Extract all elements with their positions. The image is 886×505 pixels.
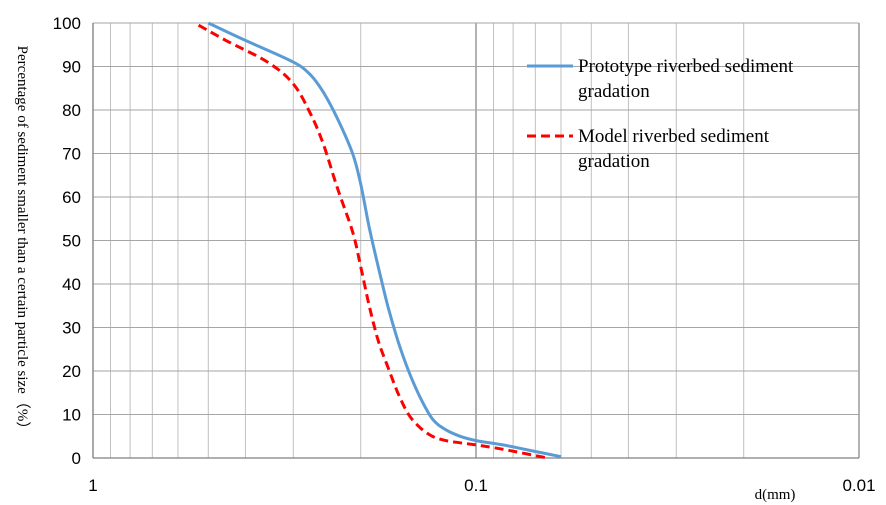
x-tick-label: 0.1: [464, 476, 488, 495]
legend-label-line: Prototype riverbed sediment: [578, 56, 794, 77]
axes: [92, 23, 859, 459]
legend-label-model: Model riverbed sediment gradation: [578, 126, 770, 172]
model-series-line: [197, 23, 548, 460]
tick-labels: 0 10 20 30 40 50 60 70 80 90 100 1 0.1 0.01: [53, 14, 876, 495]
prototype-series-line: [207, 21, 562, 459]
y-tick-label: 70: [62, 145, 81, 164]
legend: Prototype riverbed sediment gradationMode…: [527, 56, 794, 172]
y-tick-label: 20: [62, 362, 81, 381]
series-lines: [197, 21, 562, 460]
x-tick-label: 0.01: [842, 476, 875, 495]
y-tick-label: 80: [62, 101, 81, 120]
legend-label-line: Model riverbed sediment: [578, 126, 770, 147]
legend-label-line: gradation: [578, 151, 650, 172]
y-tick-label: 100: [53, 14, 81, 33]
y-tick-label: 30: [62, 319, 81, 338]
legend-label-line: gradation: [578, 81, 650, 102]
y-tick-label: 0: [72, 449, 81, 468]
grid-lines: [92, 22, 860, 459]
y-tick-label: 60: [62, 188, 81, 207]
y-tick-label: 40: [62, 275, 81, 294]
y-tick-label: 90: [62, 58, 81, 77]
legend-label-prototype: Prototype riverbed sediment gradation: [578, 56, 794, 102]
y-tick-label: 50: [62, 232, 81, 251]
y-axis-label: Percentage of sediment smaller than a ce…: [14, 46, 31, 437]
y-tick-label: 10: [62, 406, 81, 425]
x-tick-label: 1: [88, 476, 97, 495]
x-axis-label: d(mm): [755, 487, 796, 503]
